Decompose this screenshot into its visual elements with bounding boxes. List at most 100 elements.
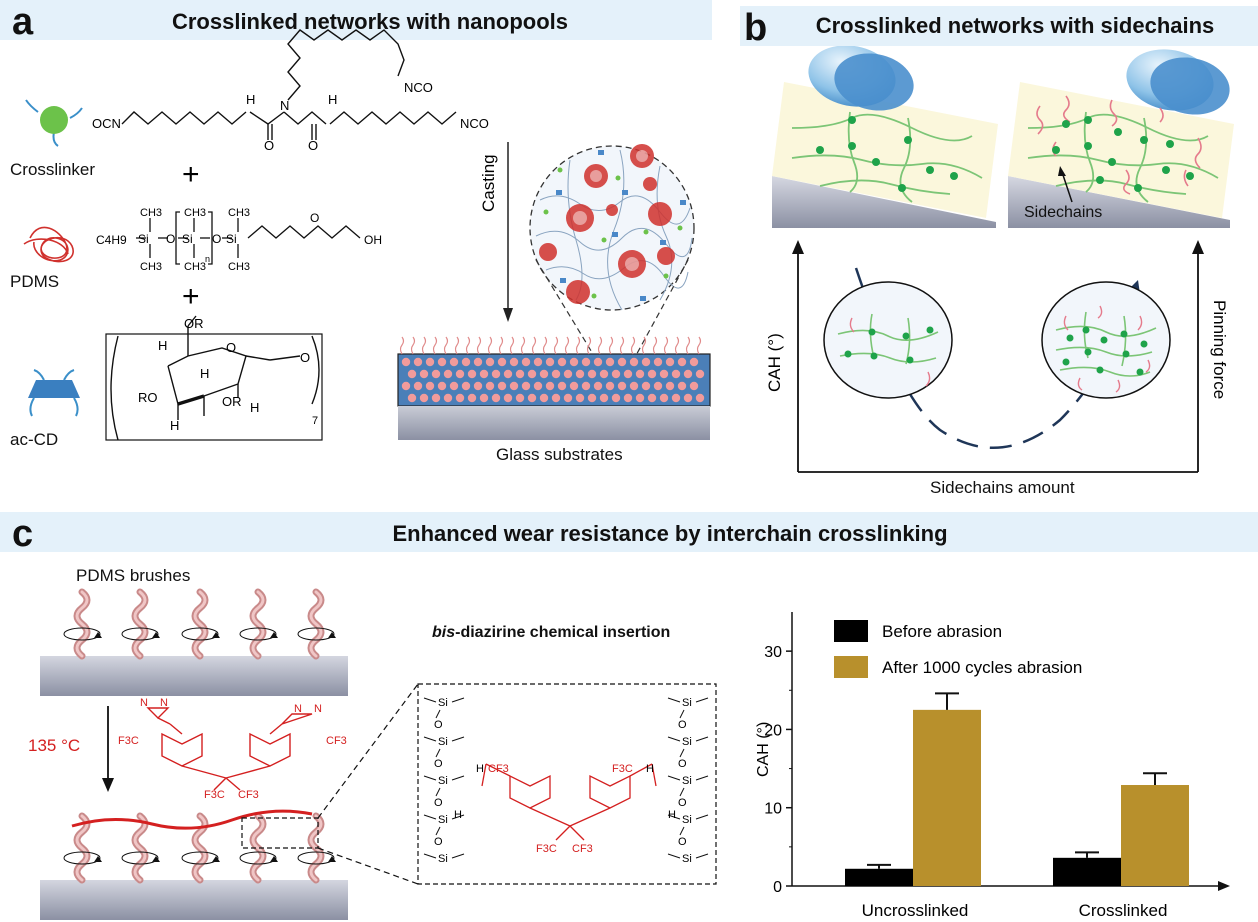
- crosslinker-icon: [25, 99, 83, 147]
- diazirine-n-4: N: [314, 703, 322, 715]
- panel-b-axes: [797, 250, 1199, 473]
- inset-cf3-1: CF3: [488, 763, 509, 775]
- bar: [913, 709, 981, 886]
- o-link-1: O: [166, 232, 175, 246]
- panel-b-y-right-label: Pinning force: [1210, 300, 1229, 399]
- bis-diazirine-structure: [146, 707, 313, 791]
- svg-text:O: O: [434, 719, 443, 731]
- svg-text:O: O: [434, 758, 443, 770]
- f3c-label-2: F3C: [204, 789, 225, 801]
- svg-text:O: O: [678, 836, 687, 848]
- brushes-top: [63, 588, 336, 660]
- diazirine-n-2: N: [160, 697, 168, 709]
- panel-b-letter: b: [744, 7, 768, 49]
- nco-left-label: OCN: [92, 116, 121, 131]
- casting-arrow: [503, 142, 513, 322]
- inserted-crosslinker: [481, 763, 657, 841]
- c4h9-label: C4H9: [96, 233, 127, 247]
- pdms-structure: [136, 211, 361, 265]
- panel-b-header: [740, 6, 1258, 46]
- h-label-2: H: [170, 418, 179, 433]
- pdms-brushes-label: PDMS brushes: [76, 566, 191, 585]
- inset-h-4: H: [668, 809, 676, 821]
- svg-text:Si: Si: [682, 697, 692, 709]
- or-label-top: OR: [184, 316, 204, 331]
- y-tick-label: 0: [773, 879, 782, 896]
- plus-sign-1: +: [182, 158, 200, 191]
- svg-text:Si: Si: [438, 697, 448, 709]
- y-tick-label: 10: [764, 801, 782, 818]
- o-label-2: O: [308, 138, 318, 153]
- legend-swatch: [834, 656, 868, 678]
- ch3-5: CH3: [228, 207, 250, 219]
- diazirine-n-3: N: [294, 703, 302, 715]
- sidechains-amount-label: Sidechains amount: [930, 478, 1075, 497]
- svg-text:Si: Si: [682, 736, 692, 748]
- o-label-1: O: [264, 138, 274, 153]
- x-tick-label: Crosslinked: [1079, 901, 1168, 920]
- cf3-label-1: CF3: [326, 735, 347, 747]
- zoom-box: [241, 817, 319, 849]
- y-axis-label: CAH (°): [755, 722, 772, 777]
- f3c-label-1: F3C: [118, 735, 139, 747]
- cf3-label-2: CF3: [238, 789, 259, 801]
- bar: [1053, 857, 1121, 886]
- x-axis-arrowhead: [1218, 881, 1230, 891]
- cah-bar-chart: 0 10 20 30 CAH (°) Uncrosslinked Crosslinked Be…: [755, 612, 1230, 920]
- glass-substrates-label: Glass substrates: [496, 445, 623, 464]
- pdms-label: PDMS: [10, 272, 60, 291]
- h-label-4: H: [250, 400, 259, 415]
- brushes-bottom: [63, 812, 336, 884]
- pdms-coil-icon: [23, 226, 74, 263]
- panel-b-title: Crosslinked networks with sidechains: [815, 13, 1215, 38]
- n-subscript: n: [205, 254, 210, 264]
- ch3-4: CH3: [184, 261, 206, 273]
- svg-text:O: O: [678, 797, 687, 809]
- panel-b-right-arrowhead: [1192, 240, 1204, 254]
- n-label: N: [280, 98, 289, 113]
- panel-a-letter: a: [12, 1, 34, 43]
- nanopool-zoom-circle: [529, 144, 695, 393]
- crosslink-line: [71, 809, 313, 830]
- crosslinker-label: Crosslinker: [10, 160, 96, 179]
- inset-f3c-2: F3C: [536, 843, 557, 855]
- film-on-glass: [397, 336, 711, 440]
- svg-text:Si: Si: [438, 775, 448, 787]
- svg-text:O: O: [678, 719, 687, 731]
- top-substrate: [40, 656, 348, 696]
- si-label-1: Si: [138, 232, 149, 246]
- nco-right-label: NCO: [460, 116, 489, 131]
- h-label-3: H: [200, 366, 209, 381]
- o-link-2: O: [212, 232, 221, 246]
- legend-label: After 1000 cycles abrasion: [882, 658, 1082, 677]
- cyclodextrin-structure: [105, 315, 323, 441]
- ch3-1: CH3: [140, 207, 162, 219]
- si-label-2: Si: [182, 232, 193, 246]
- y-tick-label: 30: [764, 644, 782, 661]
- ch3-2: CH3: [140, 261, 162, 273]
- y-tick-label: 20: [764, 722, 782, 739]
- panel-a-title: Crosslinked networks with nanopools: [171, 9, 569, 34]
- temperature-value: 135 °C: [28, 736, 81, 755]
- nh-label-2: H: [328, 92, 337, 107]
- diazirine-n-1: N: [140, 697, 148, 709]
- seven-subscript: 7: [312, 415, 318, 427]
- panel-b-droplet-slides: [772, 45, 1234, 228]
- svg-text:O: O: [678, 758, 687, 770]
- temperature-label: 135 °C: [28, 736, 80, 756]
- ac-cd-label: ac-CD: [10, 430, 59, 449]
- svg-text:Si: Si: [682, 814, 692, 826]
- svg-text:Si: Si: [438, 853, 448, 865]
- nco-top-label: NCO: [404, 80, 433, 95]
- h-label-1: H: [158, 338, 167, 353]
- crosslinker-structure: [121, 29, 457, 140]
- plus-sign-2: +: [182, 280, 200, 313]
- legend-swatch: [834, 620, 868, 642]
- panel-c-title: Enhanced wear resistance by interchain c…: [392, 521, 948, 546]
- insertion-rest: -diazirine chemical insertion: [455, 624, 671, 641]
- ac-cd-icon: [28, 369, 80, 417]
- siloxane-chains: Si O Si O Si O Si O Si Si O Si O Si O Si O Si: [423, 697, 709, 865]
- heat-arrow: [102, 706, 114, 792]
- inset-h-2: H: [646, 763, 654, 775]
- insertion-italic: bis: [432, 624, 456, 641]
